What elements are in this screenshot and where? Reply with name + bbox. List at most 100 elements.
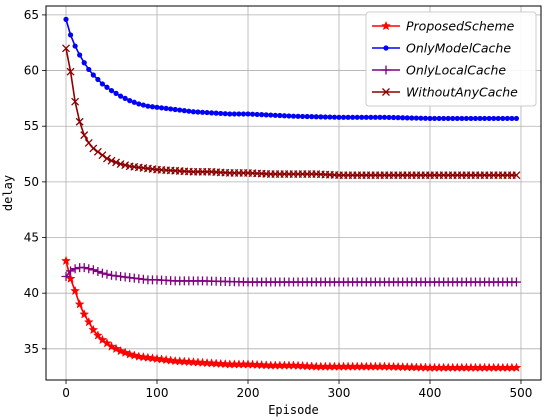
data-point	[149, 104, 156, 110]
data-point	[136, 101, 142, 107]
data-point	[106, 341, 117, 351]
data-point	[218, 110, 224, 117]
data-point	[381, 114, 388, 120]
data-point	[158, 105, 165, 111]
legend-entry: OnlyLocalCache	[372, 63, 506, 78]
data-point	[86, 66, 92, 73]
data-point	[75, 117, 84, 126]
data-point	[120, 347, 131, 357]
data-point	[286, 113, 292, 119]
data-point	[304, 113, 310, 120]
data-point	[81, 60, 87, 66]
data-point	[116, 160, 125, 169]
data-point	[436, 115, 442, 122]
data-point	[154, 104, 160, 110]
data-point	[66, 266, 76, 276]
data-point	[147, 353, 158, 363]
data-point	[513, 115, 520, 122]
data-point	[88, 265, 98, 275]
data-point	[204, 109, 210, 116]
data-point	[277, 112, 283, 119]
data-point	[390, 114, 397, 121]
data-point	[299, 113, 306, 120]
data-point	[431, 115, 438, 122]
data-point	[491, 115, 497, 122]
data-point	[441, 115, 447, 122]
legend-label: OnlyModelCache	[406, 41, 511, 56]
data-point	[61, 255, 71, 266]
data-point	[145, 103, 151, 109]
data-point	[512, 171, 521, 180]
data-point	[92, 330, 103, 340]
data-point	[72, 43, 78, 49]
data-point	[511, 362, 522, 372]
legend-marker	[383, 45, 389, 51]
y-tick-label: 45	[24, 231, 39, 245]
data-point	[79, 263, 89, 273]
data-point	[472, 115, 479, 122]
data-point	[409, 115, 415, 121]
data-point	[377, 114, 383, 120]
data-point	[181, 108, 187, 114]
data-point	[140, 102, 146, 108]
data-point	[102, 269, 112, 279]
data-point	[156, 354, 167, 364]
data-point	[309, 114, 315, 120]
legend-entry: ProposedScheme	[372, 19, 515, 34]
data-point	[413, 115, 419, 121]
y-tick-label: 65	[24, 8, 39, 22]
data-point	[104, 84, 110, 90]
data-point	[372, 114, 378, 120]
plot-area-frame	[45, 5, 542, 381]
data-point	[290, 113, 297, 119]
data-point	[121, 161, 130, 170]
data-point	[66, 67, 75, 76]
legend-entry: WithoutAnyCache	[372, 85, 518, 100]
data-point	[263, 112, 269, 118]
data-point	[504, 115, 510, 122]
data-point	[61, 271, 71, 281]
data-point	[313, 114, 319, 120]
data-point	[71, 97, 80, 106]
data-point	[115, 345, 126, 356]
data-point	[80, 131, 89, 140]
data-point	[463, 115, 469, 122]
data-point	[77, 52, 83, 58]
data-point	[395, 115, 401, 121]
data-point	[161, 354, 172, 365]
data-point	[108, 87, 115, 94]
data-point	[295, 113, 301, 119]
series-ProposedScheme	[61, 255, 522, 372]
data-point	[142, 352, 153, 362]
x-tick-label: 200	[237, 386, 260, 400]
legend-box	[365, 11, 537, 107]
data-point	[481, 115, 488, 122]
data-point	[404, 115, 410, 121]
data-point	[249, 111, 256, 117]
data-point	[89, 144, 98, 153]
data-point	[350, 114, 356, 120]
data-point	[427, 115, 433, 122]
data-point	[97, 268, 107, 278]
x-tick-label: 400	[419, 386, 442, 400]
data-point	[90, 72, 96, 78]
series-WithoutAnyCache	[62, 44, 521, 180]
data-point	[62, 44, 70, 53]
data-point	[386, 114, 392, 121]
data-point	[336, 114, 342, 120]
data-point	[259, 112, 265, 118]
data-point	[240, 111, 247, 117]
data-point	[199, 109, 206, 115]
data-point	[118, 93, 124, 99]
data-point	[500, 115, 506, 122]
data-point	[511, 277, 521, 287]
data-point	[459, 115, 465, 122]
axis-ticks: 0 100 200 300 400 500 35 40 45 50 55 60 65	[24, 8, 533, 400]
x-tick-label: 100	[146, 386, 169, 400]
data-point	[122, 95, 128, 101]
series-OnlyLocalCache	[61, 263, 521, 287]
data-point	[127, 98, 133, 104]
y-tick-label: 40	[24, 286, 39, 300]
